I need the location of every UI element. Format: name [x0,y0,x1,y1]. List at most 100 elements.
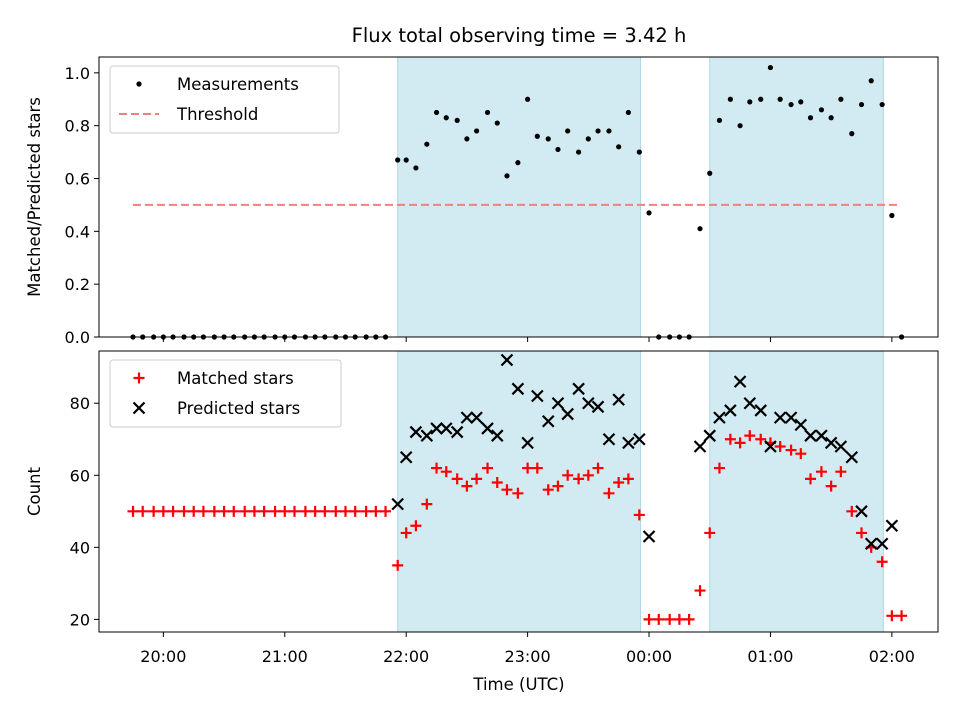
data-point [602,432,616,446]
bottom-panel-y-axis-label: Count [25,466,44,516]
data-point [551,396,565,410]
y-tick-label: 0.2 [65,275,90,294]
data-point [562,469,574,481]
data-point [693,440,707,453]
legend-handle [136,81,142,87]
data-point [188,505,200,517]
legend-label: Predicted stars [177,399,300,418]
data-point [606,128,612,134]
data-point [805,473,817,485]
data-point [622,436,635,450]
legend-box [109,65,340,134]
y-tick-label: 0.6 [65,170,90,189]
data-point [727,96,733,102]
data-point [525,96,531,102]
data-point [603,487,615,499]
data-point [764,440,777,453]
data-point [724,433,736,445]
data-point [585,136,591,142]
data-point [491,476,503,488]
data-point [494,120,500,126]
data-point [694,585,706,597]
data-point [713,462,725,474]
data-point [734,437,746,449]
data-point [545,136,551,142]
data-point [798,99,804,105]
data-point [807,115,814,121]
data-point [794,418,808,432]
data-point [451,473,463,485]
data-point [288,505,300,517]
data-point [642,530,656,543]
data-point [531,389,544,403]
observing-window [709,350,884,633]
data-point [454,117,460,123]
data-point [767,64,774,71]
data-point [633,432,646,446]
data-point [838,96,844,102]
data-point [421,498,433,510]
x-tick-label: 00:00 [626,647,672,666]
data-point [886,610,898,622]
data-point [572,382,585,396]
data-point [815,429,828,442]
x-tick-label: 23:00 [505,647,551,666]
data-point [380,505,392,517]
data-point [703,429,717,442]
data-point [409,425,423,439]
data-point [875,537,889,551]
data-point [258,505,270,517]
data-point [864,537,878,551]
data-point [157,505,169,517]
data-point [522,462,534,474]
x-tick-label: 02:00 [869,647,915,666]
data-point [784,411,798,424]
data-point [403,157,409,163]
data-point [858,101,865,108]
data-point [178,505,190,517]
data-point [592,462,604,474]
y-tick-label: 80 [70,394,90,413]
data-point [541,414,555,428]
data-point [490,429,504,442]
data-point [395,157,401,163]
data-point [521,436,534,450]
data-point [248,505,260,517]
data-point [484,109,491,116]
data-point [430,422,443,435]
data-point [218,505,230,517]
data-point [561,407,574,421]
top-panel: 0.0 0.2 0.4 0.6 0.8 1.0 Matched/Predicted sta… [25,56,939,347]
data-point [845,450,859,464]
data-point [410,520,422,532]
data-point [501,484,513,496]
data-point [788,101,794,108]
data-point [616,144,622,150]
data-point [896,610,908,622]
bottom-panel-legend: Matched stars Predicted stars [109,359,342,428]
data-point [400,527,412,539]
data-point [683,613,695,625]
data-point [148,505,160,517]
legend-handle [132,401,146,415]
x-tick-label: 20:00 [140,647,186,666]
data-point [704,527,716,539]
data-point [774,440,786,452]
data-point [228,505,240,517]
x-tick-label: 21:00 [262,647,308,666]
data-point [849,131,855,137]
data-point [319,505,331,517]
chart-title: Flux total observing time = 3.42 h [352,24,687,47]
y-tick-label: 0.4 [65,222,90,241]
data-point [825,480,837,492]
data-point [733,375,747,388]
data-point [460,411,474,424]
data-point [299,505,311,517]
data-point [167,505,179,517]
y-tick-label: 20 [70,610,90,629]
y-tick-label: 60 [70,466,90,485]
legend-label: Matched stars [177,369,294,388]
data-point [855,505,868,518]
data-point [785,444,797,456]
